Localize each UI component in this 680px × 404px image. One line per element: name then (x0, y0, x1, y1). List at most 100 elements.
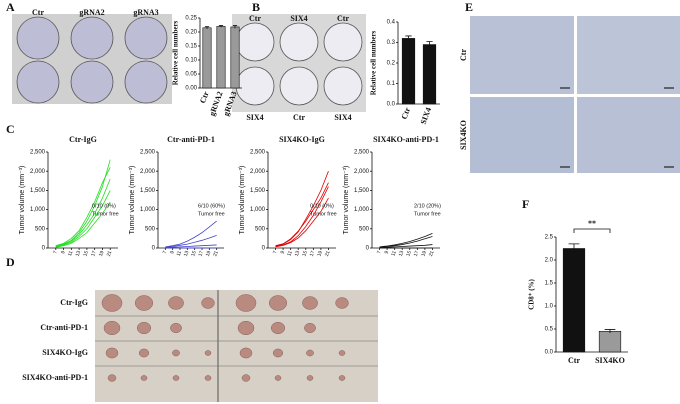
y-tick-label: 1,000 (354, 207, 370, 213)
well (124, 60, 168, 104)
tumor (140, 375, 148, 381)
column-label: SIX4 (246, 113, 263, 122)
column-label: SIX4 (290, 14, 307, 23)
x-tick-label: 13 (183, 250, 191, 257)
row-label: Ctr-anti-PD-1 (40, 323, 88, 332)
series-line (55, 201, 111, 248)
annotation: 6/10 (60%) (198, 203, 225, 209)
series-line (165, 234, 217, 248)
y-tick-label: 0.20 (185, 30, 197, 36)
series-line (55, 190, 111, 248)
column-label: Ctr (32, 8, 44, 17)
row-label: Ctr-IgG (60, 298, 88, 307)
annotation: Tumor free (414, 211, 441, 217)
error-bar (232, 25, 238, 29)
error-bar (426, 41, 433, 48)
y-tick-label: 2,000 (140, 169, 156, 175)
well (16, 60, 60, 104)
bar (216, 26, 226, 89)
well (279, 66, 319, 106)
tumor (101, 294, 123, 312)
tumor (338, 350, 346, 356)
y-tick-label: 2,500 (354, 150, 370, 156)
tumor (103, 320, 121, 336)
well (323, 22, 363, 62)
x-tick-label: 7 (52, 250, 59, 255)
tumor (172, 349, 180, 357)
x-tick-label: 15 (405, 250, 413, 257)
y-tick-label: 0.0 (387, 102, 396, 108)
y-tick-label: 0.00 (185, 86, 197, 92)
y-tick-label: 1,000 (30, 207, 46, 213)
y-tick-label: 2.0 (545, 258, 554, 264)
y-tick-label: 0.10 (185, 58, 197, 64)
column-label: Ctr (337, 14, 349, 23)
row-label: SIX4KO (459, 120, 468, 150)
x-tick-label: 19 (98, 250, 106, 257)
bar (230, 26, 240, 89)
annotation: Tumor free (198, 211, 225, 217)
x-tick-label: 9 (384, 250, 391, 255)
y-tick-label: 0.25 (185, 16, 197, 22)
panel-label: E (465, 0, 473, 14)
y-tick-label: 500 (35, 226, 46, 232)
y-tick-label: 1,000 (250, 207, 266, 213)
y-tick-label: 0.2 (387, 61, 396, 67)
ihc-image (470, 97, 574, 173)
annotation: 2/10 (20%) (414, 203, 441, 209)
ihc-image (577, 16, 680, 94)
x-tick-label: 17 (413, 250, 421, 257)
y-tick-label: 1.5 (545, 281, 554, 287)
y-tick-label: 0.3 (387, 40, 396, 46)
well (323, 66, 363, 106)
tumor (306, 375, 314, 381)
tumor (272, 348, 284, 358)
series-line (275, 197, 329, 248)
y-tick-label: 500 (359, 226, 370, 232)
annotation: 0/10 (0%) (310, 203, 334, 209)
column-label: gRNA3 (133, 8, 158, 17)
axis (47, 152, 118, 249)
y-tick-label: 0.0 (545, 350, 554, 356)
x-tick-label: 11 (390, 250, 397, 257)
tumor (241, 374, 251, 382)
error-bar (204, 26, 210, 29)
tumor (302, 296, 318, 310)
ihc-image (470, 16, 574, 94)
bar (422, 44, 437, 105)
row-label: Ctr (459, 49, 468, 61)
error-bar (405, 35, 412, 41)
tumor (204, 350, 212, 356)
series-line (379, 233, 433, 248)
x-tick-label: 21 (212, 250, 220, 257)
panel-label: F (522, 197, 529, 211)
chart-title: SIX4KO-IgG (279, 135, 325, 144)
tumor (107, 374, 117, 382)
y-tick-label: 2,000 (250, 169, 266, 175)
well (16, 16, 60, 60)
x-tick-label: 17 (90, 250, 98, 257)
annotation: Tumor free (92, 211, 119, 217)
column-label: Ctr (249, 14, 261, 23)
panel-label: A (6, 0, 15, 14)
x-tick-label: 11 (286, 250, 293, 257)
x-tick-label: 7 (376, 250, 383, 255)
significance-bracket (573, 228, 611, 233)
series-line (165, 220, 217, 248)
well (124, 16, 168, 60)
chart-title: Ctr-IgG (69, 135, 97, 144)
series-line (55, 159, 111, 247)
axis (157, 152, 224, 249)
row-label: SIX4KO-anti-PD-1 (22, 373, 88, 382)
row-label: SIX4KO-IgG (42, 348, 88, 357)
x-tick-label: 11 (67, 250, 74, 257)
y-axis-label: Relative cell numbers (370, 30, 378, 95)
y-axis-label: Tumor volume (mm⁻³) (343, 166, 350, 235)
panel-label: B (252, 0, 260, 14)
y-tick-label: 2,500 (250, 150, 266, 156)
significance-label: ** (588, 219, 596, 228)
y-tick-label: 1,000 (140, 207, 156, 213)
y-axis-label: Tumor volume (mm⁻³) (129, 166, 136, 235)
y-axis-label: CD8⁺ (%) (528, 278, 536, 309)
y-tick-label: 0 (42, 246, 46, 252)
